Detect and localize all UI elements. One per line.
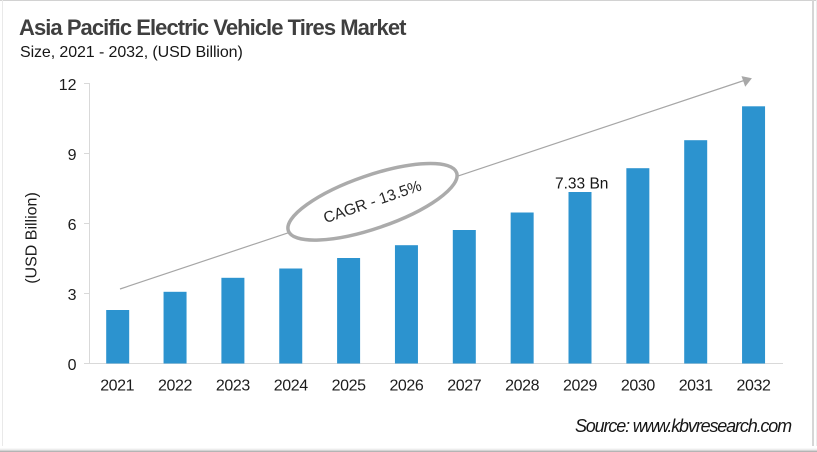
svg-text:2021: 2021	[100, 378, 134, 395]
svg-text:2028: 2028	[505, 378, 539, 395]
svg-text:2027: 2027	[447, 378, 481, 395]
svg-text:7.33 Bn: 7.33 Bn	[555, 176, 608, 193]
svg-text:0: 0	[68, 357, 77, 374]
svg-text:2026: 2026	[389, 378, 423, 395]
svg-text:(USD Billion): (USD Billion)	[24, 192, 41, 284]
svg-text:2030: 2030	[621, 378, 655, 395]
svg-text:2024: 2024	[274, 378, 308, 395]
svg-text:3: 3	[68, 287, 77, 304]
svg-text:12: 12	[59, 77, 77, 94]
svg-text:2025: 2025	[332, 378, 366, 395]
svg-text:6: 6	[68, 217, 77, 234]
svg-text:2032: 2032	[737, 378, 771, 395]
svg-text:2023: 2023	[216, 378, 250, 395]
svg-text:2031: 2031	[679, 378, 713, 395]
svg-text:2022: 2022	[158, 378, 192, 395]
svg-text:2029: 2029	[563, 378, 597, 395]
svg-text:9: 9	[68, 147, 77, 164]
